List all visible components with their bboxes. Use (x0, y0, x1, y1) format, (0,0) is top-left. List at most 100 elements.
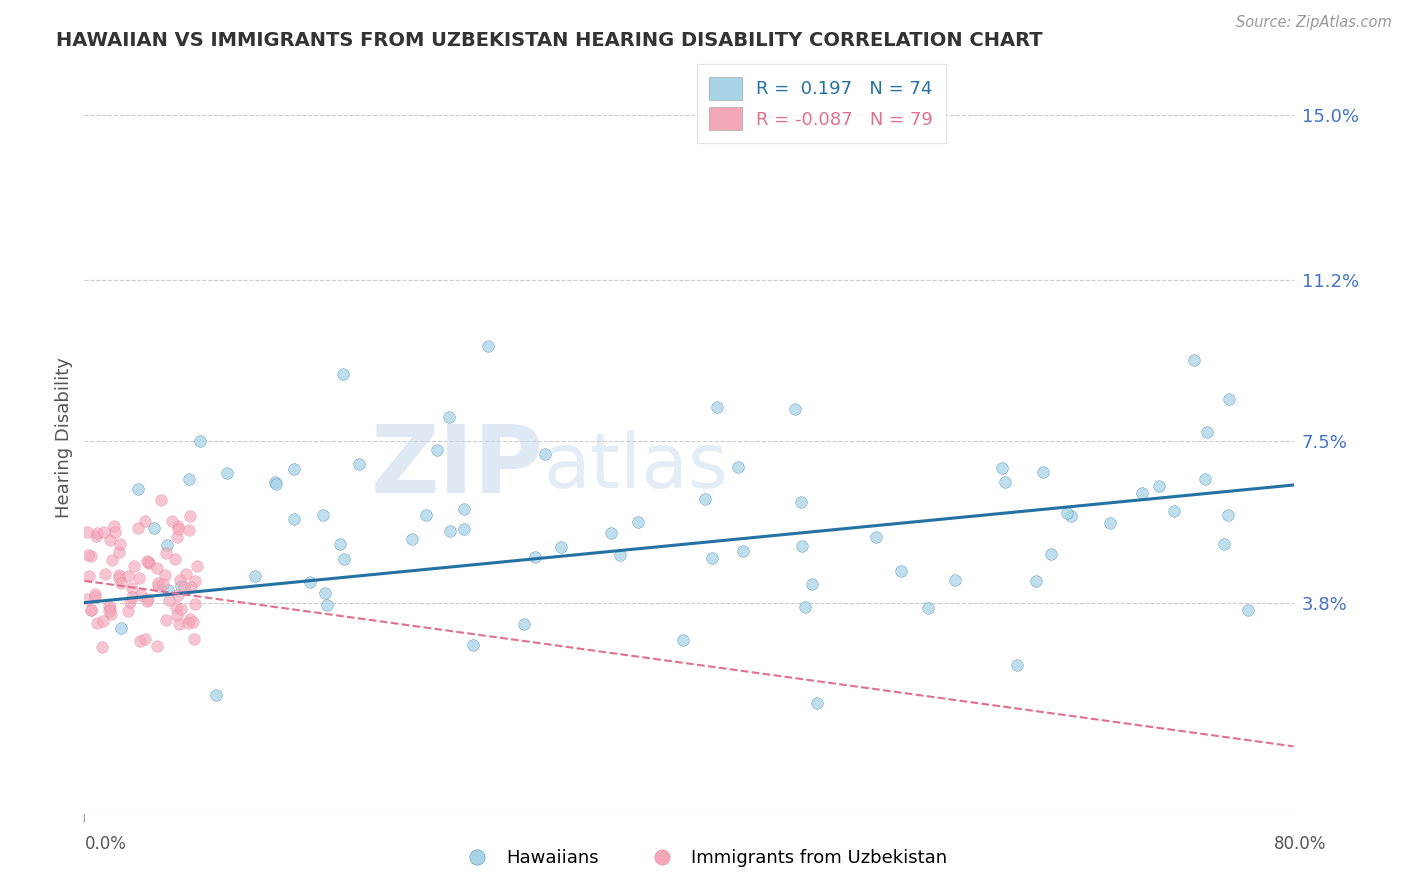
Point (299, 575, 322, 590)
Point (205, 688, 228, 702)
Point (155, 613, 177, 627)
Point (333, 552, 356, 566)
Text: 80.0%: 80.0% (1274, 835, 1327, 853)
Point (1212, 537, 1234, 551)
Point (1040, 548, 1063, 562)
Point (117, 569, 139, 583)
Point (890, 565, 912, 579)
Point (1218, 508, 1240, 523)
Point (79, 569, 101, 583)
Point (86, 529, 108, 543)
Point (170, 579, 193, 593)
Y-axis label: Hearing Disability: Hearing Disability (55, 357, 73, 517)
Point (80, 603, 103, 617)
Point (129, 634, 152, 648)
Point (146, 579, 169, 593)
Point (103, 518, 125, 533)
Point (1005, 658, 1028, 673)
Point (792, 539, 814, 553)
Point (121, 591, 143, 605)
Point (91, 615, 114, 629)
Point (98, 533, 121, 547)
Point (76, 591, 98, 606)
Point (794, 599, 817, 614)
Point (155, 538, 177, 552)
Text: 0.0%: 0.0% (84, 835, 127, 853)
Point (97, 599, 120, 613)
Point (179, 471, 201, 485)
Point (160, 514, 183, 528)
Point (108, 536, 131, 550)
Point (152, 577, 174, 591)
Point (426, 443, 449, 458)
Point (865, 530, 887, 544)
Point (609, 548, 631, 562)
Point (124, 559, 146, 574)
Point (1060, 508, 1083, 523)
Point (136, 556, 159, 570)
Point (134, 632, 156, 646)
Point (177, 523, 200, 537)
Point (181, 615, 204, 630)
Point (332, 367, 354, 381)
Point (329, 537, 352, 551)
Point (93, 524, 115, 539)
Point (1025, 574, 1047, 589)
Point (672, 632, 695, 647)
Point (243, 569, 266, 583)
Point (97, 604, 120, 618)
Point (104, 524, 127, 539)
Point (599, 526, 621, 541)
Point (98, 600, 121, 615)
Point (731, 544, 754, 558)
Point (177, 615, 200, 630)
Point (1056, 506, 1078, 520)
Point (180, 580, 202, 594)
Point (143, 521, 166, 535)
Point (990, 461, 1012, 475)
Point (183, 632, 205, 646)
Point (184, 574, 207, 588)
Point (695, 491, 717, 506)
Point (461, 638, 484, 652)
Point (101, 553, 124, 567)
Point (156, 582, 179, 597)
Point (266, 477, 288, 491)
Point (146, 640, 169, 654)
Point (215, 466, 238, 480)
Text: Source: ZipAtlas.com: Source: ZipAtlas.com (1236, 15, 1392, 30)
Point (157, 592, 180, 607)
Point (263, 475, 285, 489)
Point (186, 559, 208, 574)
Point (439, 524, 461, 538)
Text: HAWAIIAN VS IMMIGRANTS FROM UZBEKISTAN HEARING DISABILITY CORRELATION CHART: HAWAIIAN VS IMMIGRANTS FROM UZBEKISTAN H… (56, 31, 1043, 50)
Point (415, 508, 437, 523)
Point (706, 401, 728, 415)
Point (136, 591, 159, 606)
Point (312, 508, 335, 523)
Point (167, 617, 190, 632)
Point (524, 549, 547, 564)
Point (117, 604, 139, 618)
Point (1147, 479, 1170, 493)
Point (127, 521, 149, 535)
Point (107, 572, 129, 586)
Point (167, 522, 190, 536)
Point (100, 607, 122, 621)
Point (136, 594, 159, 608)
Legend: R =  0.197   N = 74, R = -0.087   N = 79: R = 0.197 N = 74, R = -0.087 N = 79 (697, 64, 946, 143)
Point (1032, 465, 1054, 479)
Point (627, 515, 650, 529)
Text: ZIP: ZIP (371, 421, 544, 513)
Point (79, 549, 101, 563)
Point (1098, 516, 1121, 530)
Point (146, 575, 169, 590)
Point (173, 580, 195, 594)
Point (453, 522, 475, 536)
Point (166, 531, 188, 545)
Point (1237, 603, 1260, 617)
Point (283, 512, 305, 526)
Point (135, 554, 157, 568)
Point (110, 621, 132, 635)
Point (316, 598, 339, 612)
